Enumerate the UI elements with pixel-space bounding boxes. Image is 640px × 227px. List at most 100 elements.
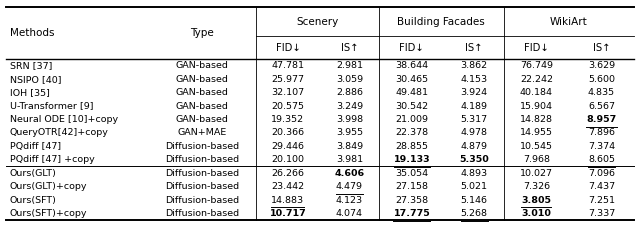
Text: 8.605: 8.605 [588,155,615,164]
Text: 4.123: 4.123 [336,195,363,205]
Text: 8.957: 8.957 [586,115,616,124]
Text: GAN-based: GAN-based [175,88,228,97]
Text: IS↑: IS↑ [340,43,358,53]
Text: 3.059: 3.059 [336,75,363,84]
Text: 19.133: 19.133 [394,155,430,164]
Text: IS↑: IS↑ [465,43,483,53]
Text: 14.955: 14.955 [520,128,553,137]
Text: 7.896: 7.896 [588,128,615,137]
Text: Diffusion-based: Diffusion-based [165,155,239,164]
Text: 47.781: 47.781 [271,61,305,70]
Text: 3.862: 3.862 [461,61,488,70]
Text: 26.266: 26.266 [271,169,305,178]
Text: 4.835: 4.835 [588,88,615,97]
Text: 15.904: 15.904 [520,101,553,111]
Text: 7.968: 7.968 [523,155,550,164]
Text: 4.893: 4.893 [461,169,488,178]
Text: FID↓: FID↓ [275,43,300,53]
Text: Ours(SFT): Ours(SFT) [10,195,56,205]
Text: Scenery: Scenery [296,17,339,27]
Text: Type: Type [190,28,214,38]
Text: 3.805: 3.805 [522,195,552,205]
Text: FID↓: FID↓ [524,43,549,53]
Text: 3.010: 3.010 [522,209,552,218]
Text: 35.054: 35.054 [396,169,428,178]
Text: PQdiff [47]: PQdiff [47] [10,142,61,151]
Text: 4.189: 4.189 [461,101,488,111]
Text: Diffusion-based: Diffusion-based [165,195,239,205]
Text: 14.883: 14.883 [271,195,305,205]
Text: Diffusion-based: Diffusion-based [165,209,239,218]
Text: Ours(GLT)+copy: Ours(GLT)+copy [10,182,87,191]
Text: 3.924: 3.924 [461,88,488,97]
Text: 27.158: 27.158 [396,182,428,191]
Text: Diffusion-based: Diffusion-based [165,182,239,191]
Text: NSIPO [40]: NSIPO [40] [10,75,61,84]
Text: 7.337: 7.337 [588,209,615,218]
Text: 22.378: 22.378 [396,128,428,137]
Text: WikiArt: WikiArt [550,17,588,27]
Text: Diffusion-based: Diffusion-based [165,142,239,151]
Text: 5.268: 5.268 [461,209,488,218]
Text: 30.465: 30.465 [396,75,428,84]
Text: Methods: Methods [10,28,54,38]
Text: 4.153: 4.153 [461,75,488,84]
Text: Diffusion-based: Diffusion-based [165,169,239,178]
Text: FID↓: FID↓ [399,43,424,53]
Text: 7.251: 7.251 [588,195,615,205]
Text: 5.350: 5.350 [460,155,489,164]
Text: U-Transformer [9]: U-Transformer [9] [10,101,93,111]
Text: 10.717: 10.717 [269,209,307,218]
Text: GAN+MAE: GAN+MAE [177,128,227,137]
Text: IOH [35]: IOH [35] [10,88,49,97]
Text: 38.644: 38.644 [396,61,428,70]
Text: 4.978: 4.978 [461,128,488,137]
Text: 17.775: 17.775 [394,209,430,218]
Text: 14.828: 14.828 [520,115,553,124]
Text: IS↑: IS↑ [593,43,610,53]
Text: 20.575: 20.575 [271,101,305,111]
Text: 20.100: 20.100 [271,155,305,164]
Text: 7.437: 7.437 [588,182,615,191]
Text: GAN-based: GAN-based [175,115,228,124]
Text: Ours(SFT)+copy: Ours(SFT)+copy [10,209,87,218]
Text: PQdiff [47] +copy: PQdiff [47] +copy [10,155,94,164]
Text: SRN [37]: SRN [37] [10,61,52,70]
Text: 30.542: 30.542 [396,101,428,111]
Text: Ours(GLT): Ours(GLT) [10,169,56,178]
Text: 3.849: 3.849 [336,142,363,151]
Text: 3.629: 3.629 [588,61,615,70]
Text: 4.606: 4.606 [335,169,365,178]
Text: 10.545: 10.545 [520,142,553,151]
Text: 3.981: 3.981 [336,155,363,164]
Text: 5.021: 5.021 [461,182,488,191]
Text: 5.317: 5.317 [461,115,488,124]
Text: 4.074: 4.074 [336,209,363,218]
Text: 22.242: 22.242 [520,75,553,84]
Text: 5.146: 5.146 [461,195,488,205]
Text: 29.446: 29.446 [271,142,305,151]
Text: 3.998: 3.998 [336,115,363,124]
Text: 25.977: 25.977 [271,75,305,84]
Text: 7.096: 7.096 [588,169,615,178]
Text: 3.955: 3.955 [336,128,363,137]
Text: 2.886: 2.886 [336,88,363,97]
Text: 7.374: 7.374 [588,142,615,151]
Text: 40.184: 40.184 [520,88,553,97]
Text: Building Facades: Building Facades [397,17,485,27]
Text: GAN-based: GAN-based [175,75,228,84]
Text: 76.749: 76.749 [520,61,553,70]
Text: 49.481: 49.481 [396,88,428,97]
Text: GAN-based: GAN-based [175,101,228,111]
Text: 7.326: 7.326 [523,182,550,191]
Text: 10.027: 10.027 [520,169,553,178]
Text: 20.366: 20.366 [271,128,305,137]
Text: 4.879: 4.879 [461,142,488,151]
Text: 6.567: 6.567 [588,101,615,111]
Text: 5.600: 5.600 [588,75,615,84]
Text: GAN-based: GAN-based [175,61,228,70]
Text: 28.855: 28.855 [396,142,428,151]
Text: 19.352: 19.352 [271,115,305,124]
Text: 32.107: 32.107 [271,88,305,97]
Text: 21.009: 21.009 [396,115,428,124]
